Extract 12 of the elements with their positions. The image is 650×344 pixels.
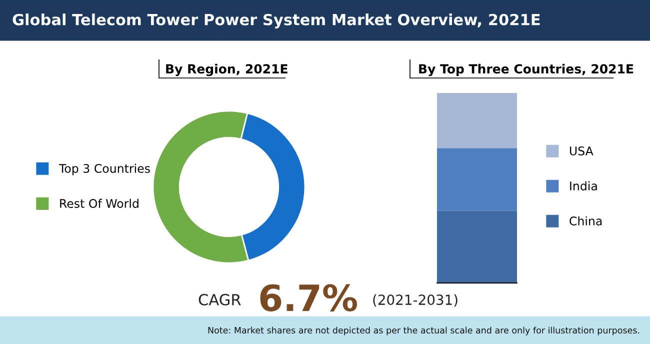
legend-label: China bbox=[570, 216, 602, 226]
legend-label: India bbox=[570, 181, 597, 190]
legend-label: USA bbox=[570, 146, 594, 156]
chart-title: By Top Three Countries, 2021E bbox=[419, 64, 634, 76]
text: Note: Market shares are not depicted as per the actual scale and are only for illustration purposes. bbox=[208, 326, 640, 336]
legend-label: Rest Of World bbox=[60, 198, 138, 208]
chart-subtitle: By Region, 2021E bbox=[166, 64, 288, 76]
chart-title: Global Telecom Tower Power System Market Overview, 2021E bbox=[12, 14, 540, 28]
text: CAGR bbox=[198, 294, 241, 306]
text: 6.7% bbox=[260, 284, 358, 312]
legend-label: Top 3 Countries bbox=[58, 164, 150, 176]
text: (2021-2031) bbox=[373, 294, 458, 307]
